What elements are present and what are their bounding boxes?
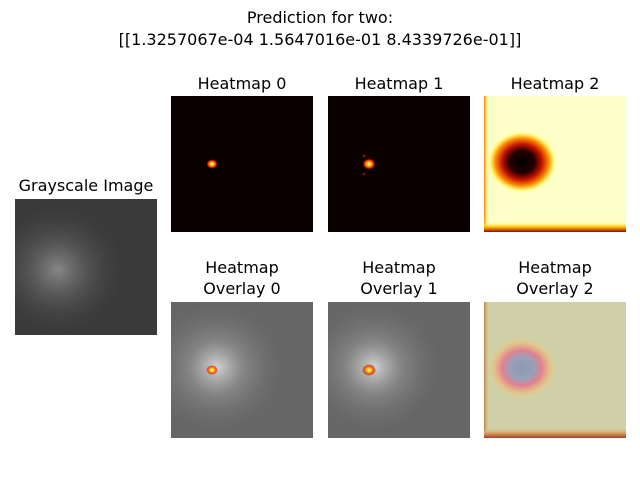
grayscale-image	[15, 199, 157, 335]
overlay-0-title-line2: Overlay 0	[171, 278, 313, 299]
heatmap-1-title: Heatmap 1	[328, 73, 470, 94]
grayscale-title: Grayscale Image	[0, 175, 172, 196]
heatmap-2	[484, 96, 626, 232]
heatmap-2-bottom-edge	[484, 222, 626, 232]
heatmap-1-speck	[363, 155, 366, 158]
heatmap-0-hotspot	[206, 159, 218, 169]
heatmap-1	[328, 96, 470, 232]
heatmap-overlay-1	[328, 302, 470, 438]
overlay-0-title-line1: Heatmap	[171, 257, 313, 278]
overlay-2-title-line1: Heatmap	[484, 257, 626, 278]
heatmap-1-speck	[363, 173, 366, 176]
heatmap-2-left-edge	[484, 96, 489, 232]
heatmap-0	[171, 96, 313, 232]
figure-title-line1: Prediction for two:	[0, 8, 640, 28]
overlay-2-bottom-edge	[484, 428, 626, 438]
heatmap-2-hotspot	[486, 130, 558, 194]
heatmap-2-title: Heatmap 2	[484, 73, 626, 94]
overlay-0-hotspot	[206, 365, 218, 375]
overlay-1-hotspot	[362, 364, 376, 376]
heatmap-overlay-0	[171, 302, 313, 438]
overlay-1-title-line2: Overlay 1	[328, 278, 470, 299]
overlay-2-hotspot	[486, 336, 558, 400]
heatmap-overlay-2	[484, 302, 626, 438]
overlay-2-left-edge	[484, 302, 489, 438]
heatmap-1-hotspot	[362, 158, 376, 170]
heatmap-0-title: Heatmap 0	[171, 73, 313, 94]
overlay-1-title-line1: Heatmap	[328, 257, 470, 278]
figure-title-line2: [[1.3257067e-04 1.5647016e-01 8.4339726e…	[0, 30, 640, 50]
overlay-2-title-line2: Overlay 2	[484, 278, 626, 299]
